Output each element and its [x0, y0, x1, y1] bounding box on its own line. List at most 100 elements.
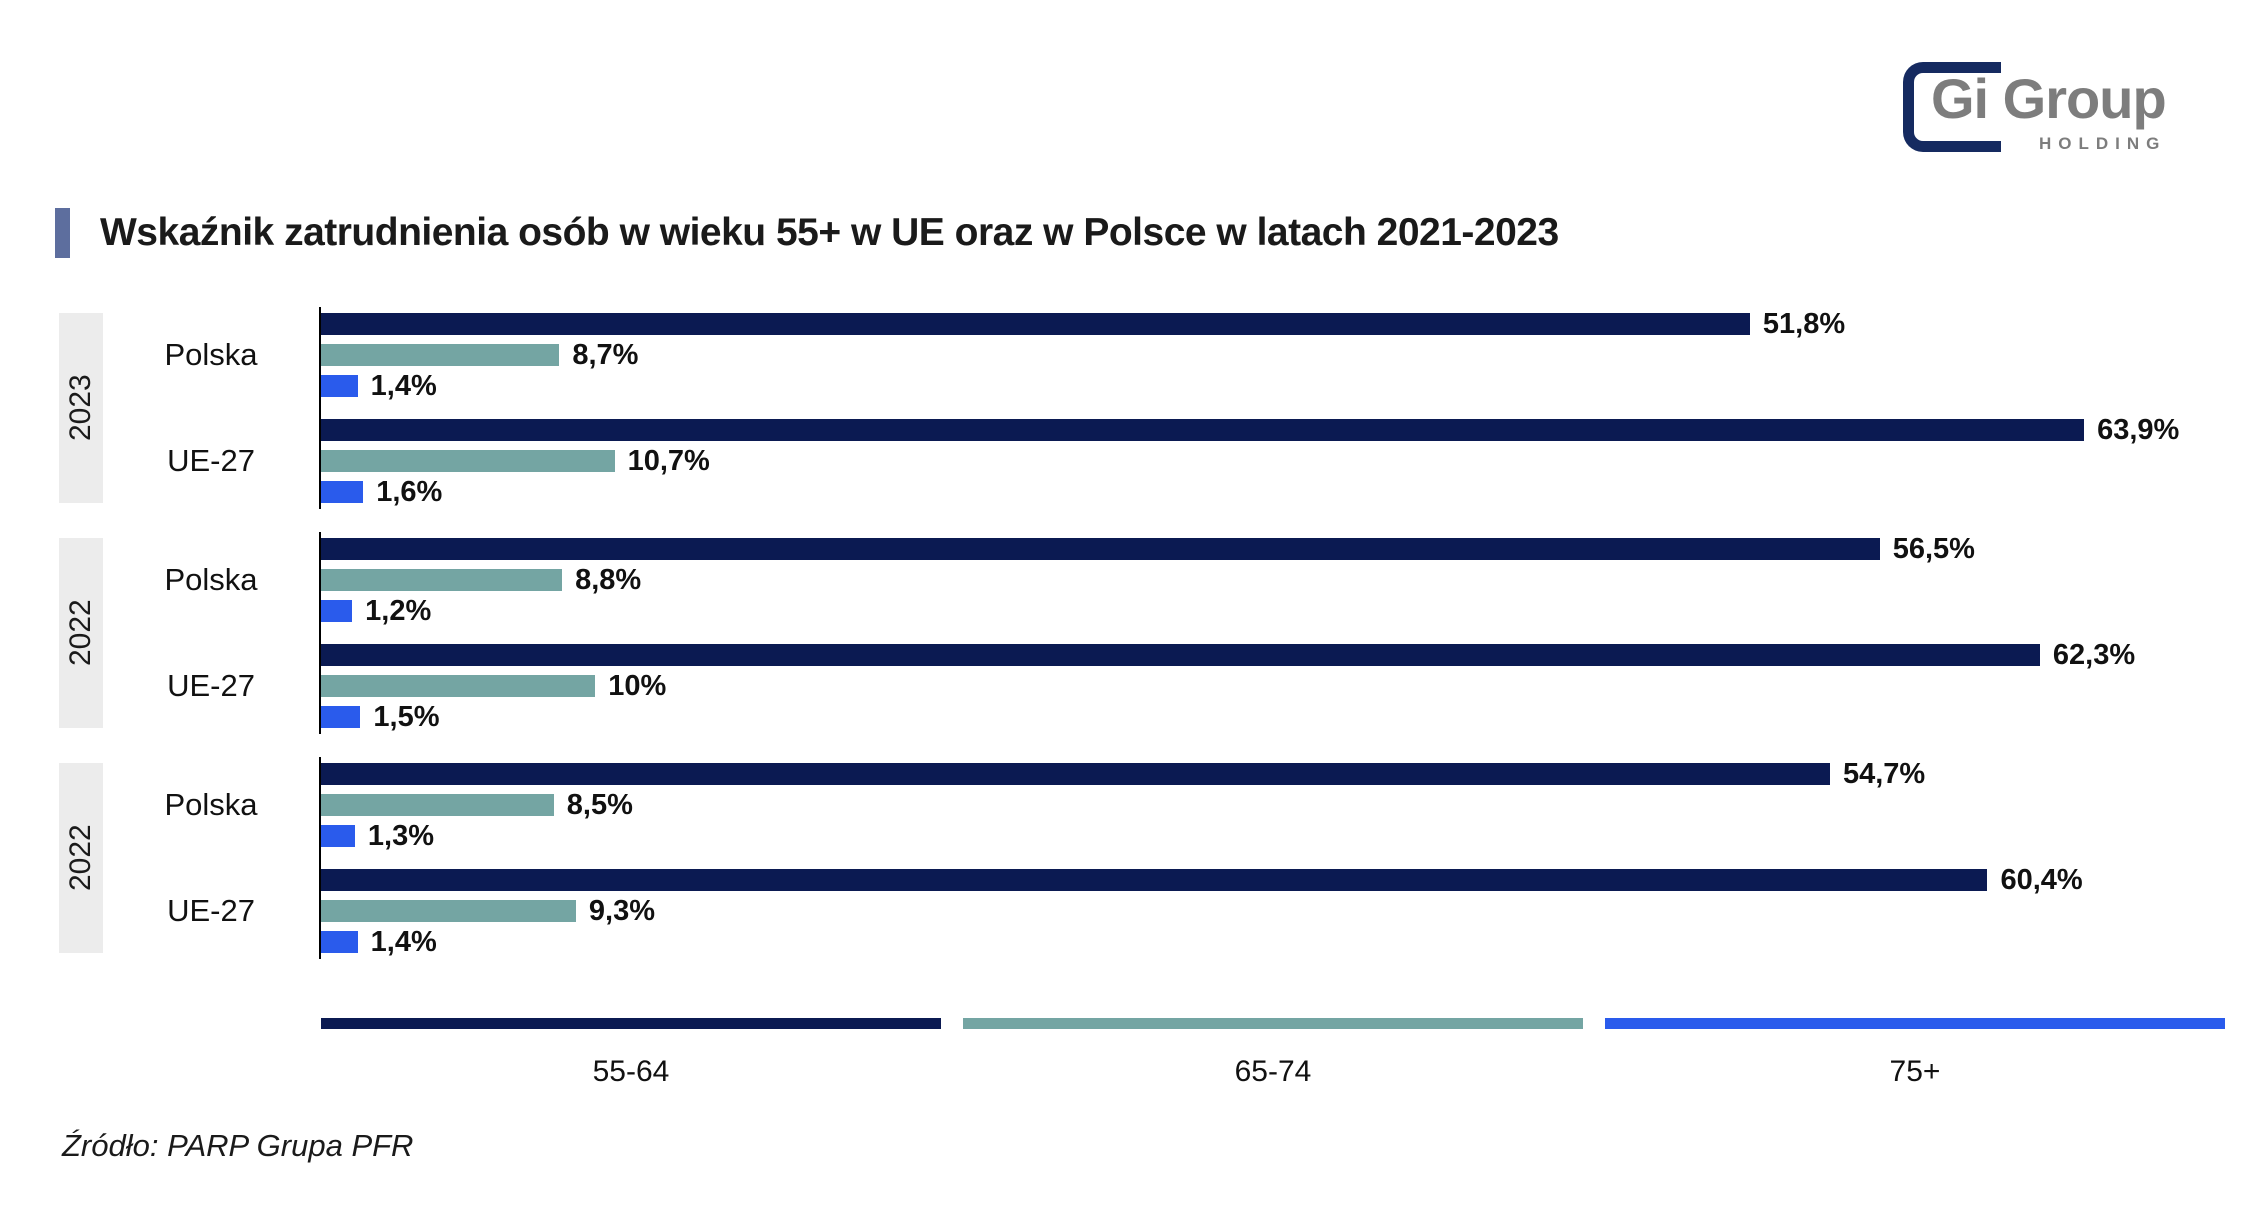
bar-value: 1,5%	[373, 700, 440, 733]
gigroup-logo: Gi Group HOLDING	[1893, 52, 2193, 174]
country-row: UE-27 63,9% 10,7% 1,6%	[103, 414, 2251, 508]
bar-value: 10,7%	[627, 444, 710, 477]
bar-55-64	[319, 763, 1830, 785]
bar-65-74	[319, 900, 576, 922]
bar-stack: 54,7% 8,5% 1,3%	[319, 758, 2251, 852]
axis-line	[319, 307, 321, 509]
axis-line	[319, 757, 321, 959]
bar-55-64	[319, 869, 1988, 891]
bar-line: 1,6%	[319, 476, 2225, 508]
bar-line: 1,4%	[319, 370, 2225, 402]
logo-subtitle: HOLDING	[2039, 134, 2167, 153]
bar-value: 60,4%	[2000, 863, 2083, 896]
year-label: 2022	[59, 538, 103, 728]
bar-65-74	[319, 675, 596, 697]
legend-item: 55-64	[321, 1018, 941, 1089]
bar-value: 9,3%	[588, 894, 655, 927]
bar-65-74	[319, 569, 563, 591]
bar-value: 1,4%	[370, 925, 437, 958]
bar-stack: 62,3% 10% 1,5%	[319, 639, 2251, 733]
bar-line: 54,7%	[319, 758, 2225, 790]
legend-swatch	[321, 1018, 941, 1029]
logo-bracket-icon	[1903, 62, 2001, 152]
bar-55-64	[319, 538, 1880, 560]
bar-line: 60,4%	[319, 864, 2225, 896]
bar-75+	[319, 706, 361, 728]
country-label: Polska	[164, 787, 258, 822]
bar-line: 8,5%	[319, 789, 2225, 821]
group-rows: Polska 56,5% 8,8% 1,2% UE-27 62,3% 10% 1,5%	[103, 532, 2251, 734]
bar-line: 8,8%	[319, 564, 2225, 596]
bar-value: 1,4%	[370, 369, 437, 402]
bar-line: 1,5%	[319, 701, 2225, 733]
legend-item: 65-74	[963, 1018, 1583, 1089]
bar-value: 1,3%	[367, 819, 435, 852]
country-row: UE-27 62,3% 10% 1,5%	[103, 639, 2251, 733]
bar-75+	[319, 600, 353, 622]
country-row: Polska 51,8% 8,7% 1,4%	[103, 308, 2251, 402]
country-label: Polska	[164, 562, 258, 597]
bar-75+	[319, 931, 358, 953]
bar-75+	[319, 825, 355, 847]
bar-value: 54,7%	[1842, 757, 1926, 790]
chart-title-row: Wskaźnik zatrudnienia osób w wieku 55+ w…	[55, 208, 1559, 258]
bar-line: 10%	[319, 670, 2225, 702]
bar-75+	[319, 481, 364, 503]
bar-line: 56,5%	[319, 533, 2225, 565]
bar-value: 8,7%	[572, 338, 639, 371]
group-rows: Polska 54,7% 8,5% 1,3% UE-27 60,4% 9,3% 1,4%	[103, 757, 2251, 959]
group-rows: Polska 51,8% 8,7% 1,4% UE-27 63,9% 10,7% 1,6%	[103, 307, 2251, 509]
bar-value: 1,2%	[365, 594, 432, 627]
legend-item: 75+	[1605, 1018, 2225, 1089]
country-label: Polska	[164, 337, 258, 372]
bar-line: 10,7%	[319, 445, 2225, 477]
bar-value: 62,3%	[2052, 638, 2136, 671]
bar-65-74	[319, 450, 615, 472]
country-label: UE-27	[167, 893, 255, 928]
bar-line: 51,8%	[319, 308, 2225, 340]
bar-stack: 60,4% 9,3% 1,4%	[319, 864, 2251, 958]
bar-line: 63,9%	[319, 414, 2225, 446]
country-label: UE-27	[167, 668, 255, 703]
year-group-2: 2022 Polska 54,7% 8,5% 1,3% UE-27 60,4% 9,3% 1,4…	[0, 757, 2251, 959]
bar-stack: 63,9% 10,7% 1,6%	[319, 414, 2251, 508]
bar-55-64	[319, 313, 1750, 335]
country-row: UE-27 60,4% 9,3% 1,4%	[103, 864, 2251, 958]
bar-line: 1,4%	[319, 926, 2225, 958]
bar-65-74	[319, 794, 554, 816]
year-label: 2022	[59, 763, 103, 953]
bar-value: 63,9%	[2097, 413, 2180, 446]
legend-swatch	[963, 1018, 1583, 1029]
bar-stack: 56,5% 8,8% 1,2%	[319, 533, 2251, 627]
year-group-1: 2022 Polska 56,5% 8,8% 1,2% UE-27 62,3% 10% 1,5%	[0, 532, 2251, 734]
bar-line: 62,3%	[319, 639, 2225, 671]
bar-value: 10%	[608, 669, 667, 702]
bar-55-64	[319, 419, 2085, 441]
country-row: Polska 54,7% 8,5% 1,3%	[103, 758, 2251, 852]
year-group-0: 2023 Polska 51,8% 8,7% 1,4% UE-27 63,9% 10,7% 1,…	[0, 307, 2251, 509]
chart-legend: 55-64 65-74 75+	[321, 1018, 2225, 1089]
legend-label: 75+	[1889, 1055, 1941, 1088]
country-label: UE-27	[167, 443, 255, 478]
bar-line: 8,7%	[319, 339, 2225, 371]
source-note: Źródło: PARP Grupa PFR	[62, 1128, 414, 1163]
year-label: 2023	[59, 313, 103, 503]
legend-label: 55-64	[592, 1055, 670, 1088]
bar-55-64	[319, 644, 2040, 666]
legend-label: 65-74	[1234, 1055, 1312, 1088]
bar-value: 1,6%	[376, 475, 443, 508]
bar-line: 1,2%	[319, 595, 2225, 627]
bar-65-74	[319, 344, 560, 366]
bar-value: 8,5%	[566, 788, 633, 821]
axis-line	[319, 532, 321, 734]
chart-title: Wskaźnik zatrudnienia osób w wieku 55+ w…	[100, 211, 1559, 254]
legend-swatch	[1605, 1018, 2225, 1029]
bar-value: 51,8%	[1762, 307, 1846, 340]
country-row: Polska 56,5% 8,8% 1,2%	[103, 533, 2251, 627]
bar-line: 1,3%	[319, 820, 2225, 852]
bar-stack: 51,8% 8,7% 1,4%	[319, 308, 2251, 402]
logo-name: Gi Group	[1931, 67, 2167, 130]
bar-value: 56,5%	[1892, 532, 1975, 565]
bar-75+	[319, 375, 358, 397]
